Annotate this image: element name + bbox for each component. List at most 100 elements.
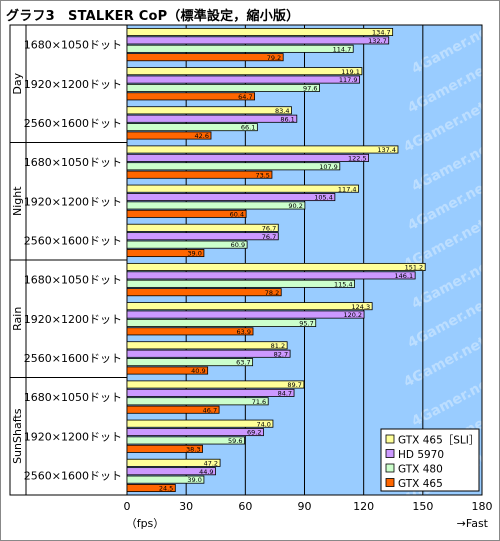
x-tick-label: 150: [412, 500, 433, 513]
row-label: 1920×1200ドット: [24, 78, 122, 91]
data-label: 40.9: [191, 367, 205, 375]
data-label: 39.0: [187, 250, 201, 258]
row-label: 1680×1050ドット: [24, 391, 122, 404]
bar: [126, 193, 336, 202]
bar: [126, 366, 209, 375]
bar: [126, 209, 247, 218]
data-label: 82.7: [274, 350, 288, 358]
legend-label: HD 5970: [398, 449, 444, 461]
bar: [126, 327, 254, 336]
bar: [126, 145, 399, 154]
bar: [126, 380, 305, 389]
chart-title: グラフ3 STALKER CoP（標準設定，縮小版）: [6, 9, 300, 24]
data-label: 73.5: [255, 171, 269, 179]
data-label: 83.4: [275, 107, 289, 115]
bar: [126, 240, 248, 249]
x-tick-label: 180: [472, 500, 493, 513]
bar: [126, 475, 205, 484]
row-label: 2560×1600ドット: [24, 469, 122, 482]
data-label: 63.9: [237, 328, 251, 336]
data-label: 64.7: [238, 93, 252, 101]
data-label: 117.4: [338, 185, 357, 193]
legend-box: [380, 428, 480, 492]
data-label: 46.7: [203, 406, 217, 414]
data-label: 47.2: [204, 459, 218, 467]
row-label: 1920×1200ドット: [24, 430, 122, 443]
legend-label: GTX 480: [398, 464, 443, 476]
bar: [126, 484, 176, 493]
data-label: 63.7: [236, 359, 250, 367]
data-label: 81.2: [271, 342, 285, 350]
bar: [126, 114, 298, 123]
bar: [126, 153, 369, 162]
bar: [126, 458, 221, 467]
x-tick-label: 60: [238, 500, 252, 513]
data-label: 66.1: [241, 124, 255, 132]
bar: [126, 83, 320, 92]
row-label: 2560×1600ドット: [24, 352, 122, 365]
bar: [126, 288, 282, 297]
bar: [126, 405, 220, 414]
bar: [126, 262, 426, 271]
bar: [126, 44, 354, 53]
x-axis-direction-label: →Fast: [457, 517, 489, 530]
data-label: 151.2: [405, 264, 424, 272]
data-label: 24.5: [159, 485, 173, 493]
bar: [126, 318, 317, 327]
data-label: 39.0: [187, 476, 201, 484]
data-label: 38.3: [186, 445, 200, 453]
data-label: 107.9: [319, 163, 338, 171]
bar: [126, 75, 360, 84]
data-label: 59.6: [228, 437, 242, 445]
x-tick-label: 120: [353, 500, 374, 513]
data-label: 117.9: [339, 76, 358, 84]
x-axis-unit-label: （fps）: [126, 517, 165, 530]
group-label: Day: [11, 72, 24, 94]
x-tick-label: 0: [124, 500, 131, 513]
row-label: 1920×1200ドット: [24, 195, 122, 208]
data-label: 114.7: [333, 45, 352, 53]
data-label: 122.5: [348, 154, 367, 162]
legend-label: GTX 465［SLI］: [398, 435, 479, 447]
data-label: 71.6: [252, 398, 266, 406]
bar: [126, 67, 363, 76]
bar: [126, 92, 256, 101]
bar: [126, 279, 355, 288]
bar: [126, 106, 292, 115]
bar: [126, 388, 295, 397]
row-label: 2560×1600ドット: [24, 234, 122, 247]
data-label: 120.2: [343, 311, 362, 319]
legend-swatch: [385, 463, 395, 473]
row-label: 1680×1050ドット: [24, 156, 122, 169]
data-label: 137.4: [377, 146, 396, 154]
data-label: 146.1: [395, 272, 414, 280]
row-label: 2560×1600ドット: [24, 117, 122, 130]
x-tick-label: 90: [298, 500, 312, 513]
data-label: 105.4: [314, 194, 333, 202]
data-label: 79.2: [267, 54, 281, 62]
bar: [126, 201, 306, 210]
bar: [126, 162, 341, 171]
bar: [126, 310, 365, 319]
legend-label: GTX 465: [398, 478, 443, 490]
bar: [126, 436, 245, 445]
data-label: 90.2: [288, 202, 302, 210]
x-tick-label: 30: [179, 500, 193, 513]
row-label: 1680×1050ドット: [24, 39, 122, 52]
data-label: 124.3: [352, 303, 371, 311]
data-label: 119.1: [341, 68, 360, 76]
bar: [126, 249, 205, 258]
data-label: 84.7: [278, 389, 292, 397]
bar: [126, 271, 416, 280]
data-label: 60.9: [231, 241, 245, 249]
legend-swatch: [385, 478, 395, 487]
data-label: 60.4: [230, 210, 244, 218]
data-label: 115.4: [334, 280, 353, 288]
data-label: 69.2: [247, 429, 261, 437]
data-label: 74.0: [256, 420, 270, 428]
data-label: 89.7: [287, 381, 301, 389]
data-label: 78.2: [265, 289, 279, 297]
bar: [126, 184, 359, 193]
data-label: 132.7: [368, 37, 387, 45]
